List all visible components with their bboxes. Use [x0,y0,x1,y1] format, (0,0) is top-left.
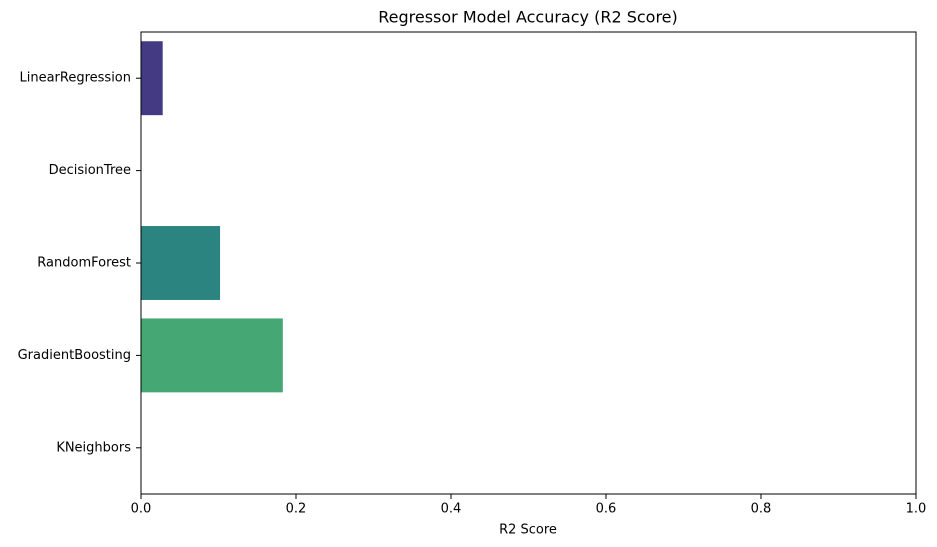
y-tick-label: GradientBoosting [18,348,131,363]
bar [141,226,221,300]
x-tick-label: 0.8 [751,502,772,517]
y-tick-label: RandomForest [37,256,131,271]
x-tick-label: 1.0 [906,502,927,517]
y-tick-label: DecisionTree [49,163,131,178]
x-tick-label: 0.6 [596,502,617,517]
x-axis-label: R2 Score [499,523,557,538]
y-tick-label: KNeighbors [56,440,131,455]
chart-title: Regressor Model Accuracy (R2 Score) [378,8,678,27]
plot-frame [140,31,917,495]
bar [141,41,163,116]
x-tick-label: 0.4 [441,502,462,517]
bar [141,318,283,393]
x-tick-label: 0.2 [286,502,307,517]
y-tick-label: LinearRegression [19,71,131,86]
x-tick-label: 0.0 [131,502,152,517]
